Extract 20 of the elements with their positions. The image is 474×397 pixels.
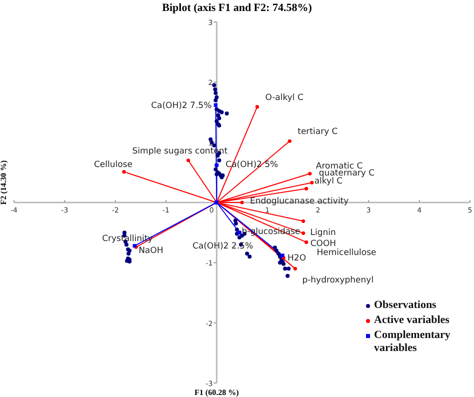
legend-label: Complementary variables (374, 329, 452, 355)
x-axis-title: F1 (60.28 %) (194, 388, 240, 397)
legend-label: Observations (374, 299, 436, 312)
legend-label: Active variables (374, 314, 450, 327)
annotation: H2O (288, 253, 306, 264)
annotation: tertiary C (298, 127, 338, 138)
annotation: Cellulose (94, 160, 132, 170)
chart-title: Biplot (axis F1 and F2: 74.58%) (161, 2, 313, 14)
annotation: O-alkyl C (265, 92, 304, 103)
annotation: alkyl C (314, 176, 343, 187)
y-axis-title: F2 (14.30 %) (0, 160, 8, 205)
annotation: NaOH (138, 246, 164, 256)
annotation: p-hydroxyphenyl (302, 276, 374, 286)
annotation: quaternary C (318, 168, 375, 179)
annotation: Lignin (310, 228, 336, 238)
annotation: COOH (310, 239, 336, 250)
annotation: Endoglucanase activity (250, 196, 349, 206)
annotation: Hemicellulose (316, 248, 376, 258)
annotation: Ca(OH)2 7.5% (151, 101, 212, 112)
annotation: Ca(OH)2 2.5% (192, 242, 254, 252)
